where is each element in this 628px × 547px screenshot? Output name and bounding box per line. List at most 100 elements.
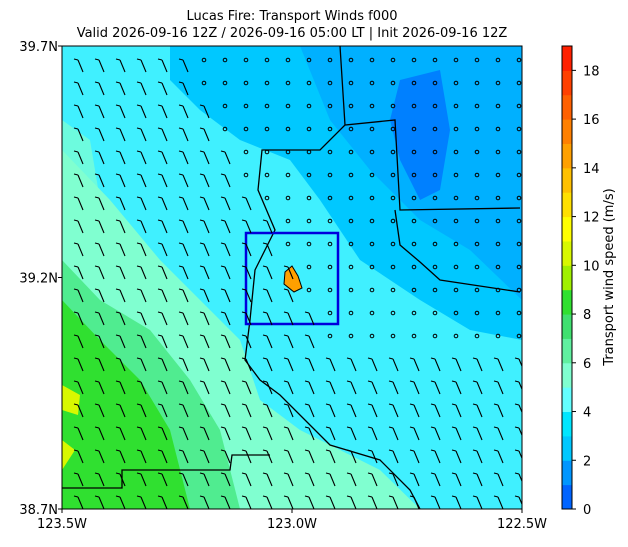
wind-calm [474,264,480,270]
wind-calm [390,241,396,247]
colorbar-swatch [562,216,572,242]
chart-title: Lucas Fire: Transport Winds f000 [186,9,397,24]
wind-calm [516,149,522,155]
wind-barb [136,58,147,73]
wind-calm [306,241,312,247]
wind-calm [327,103,333,109]
wind-barb [241,426,252,441]
wind-calm [432,333,438,339]
wind-barb [199,334,210,349]
wind-calm [453,172,459,178]
wind-calm [285,57,291,63]
wind-barb [115,426,126,441]
wind-barbs [73,57,522,509]
wind-barb [451,403,462,418]
wind-barb [94,449,105,464]
wind-calm [432,287,438,293]
wind-barb [178,196,189,211]
wind-barb [136,104,147,119]
wind-calm [306,195,312,201]
wind-barb [283,288,294,303]
wind-barb [157,334,168,349]
wind-barb [262,380,273,395]
wind-barb [199,311,210,326]
wind-barb [136,311,147,326]
wind-calm [474,195,480,201]
wind-calm [390,333,396,339]
wind-barb [367,380,378,395]
wind-calm [327,172,333,178]
wind-calm [348,126,354,132]
wind-calm [453,218,459,224]
wind-calm [432,172,438,178]
wind-barb [346,403,357,418]
wind-barb [178,58,189,73]
wind-calm [264,126,270,132]
wind-barb [73,242,84,257]
wind-barb [493,403,504,418]
wind-barb [262,311,273,326]
wind-barb [136,242,147,257]
colorbar-frame [561,45,573,510]
wind-barb [136,403,147,418]
wind-barb [94,334,105,349]
wind-calm [411,172,417,178]
wind-calm [348,218,354,224]
wind-barb [157,196,168,211]
colorbar: 0 2 4 6 8 10 12 14 16 18 [561,45,600,518]
wind-calm [327,126,333,132]
wind-calm [243,103,249,109]
wind-barb [241,242,252,257]
wind-calm [474,333,480,339]
wind-barb [94,265,105,280]
wind-barb [157,265,168,280]
wind-calm [411,333,417,339]
wind-calm [348,80,354,86]
wind-barb [115,81,126,96]
wind-calm [516,310,522,316]
wind-barb [388,426,399,441]
wind-barb [94,472,105,487]
wind-barb [157,58,168,73]
wind-calm [348,310,354,316]
wind-barb [220,265,231,280]
wind-calm [243,57,249,63]
wind-barb [409,380,420,395]
wind-barb [241,449,252,464]
wind-barb [367,426,378,441]
wind-calm [327,310,333,316]
wind-barb [388,403,399,418]
wind-calm [390,310,396,316]
wind-barb [493,357,504,372]
wind-calm [432,264,438,270]
wind-barb [73,380,84,395]
wind-barb [73,449,84,464]
wind-barb [283,380,294,395]
wind-barb [283,265,294,280]
y-tick-label: 38.7N [19,503,58,518]
wind-barb [115,219,126,234]
wind-barb [220,150,231,165]
wind-calm [285,103,291,109]
wind-barb [115,403,126,418]
x-tick-label: 123.5W [37,517,87,532]
wind-calm [369,195,375,201]
wind-barb [283,449,294,464]
wind-barb [220,403,231,418]
colorbar-swatch [562,314,572,339]
wind-barb [220,219,231,234]
wind-barb [493,449,504,464]
colorbar-swatch [562,265,572,291]
wind-barb [136,265,147,280]
wind-barb [115,196,126,211]
wind-calm [495,333,501,339]
wind-calm [495,287,501,293]
wind-calm [495,195,501,201]
wind-calm [264,149,270,155]
wind-calm [516,264,522,270]
wind-barb [241,357,252,372]
wind-barb [73,334,84,349]
wind-calm [516,241,522,247]
wind-barb [304,334,315,349]
wind-barb [262,495,273,509]
